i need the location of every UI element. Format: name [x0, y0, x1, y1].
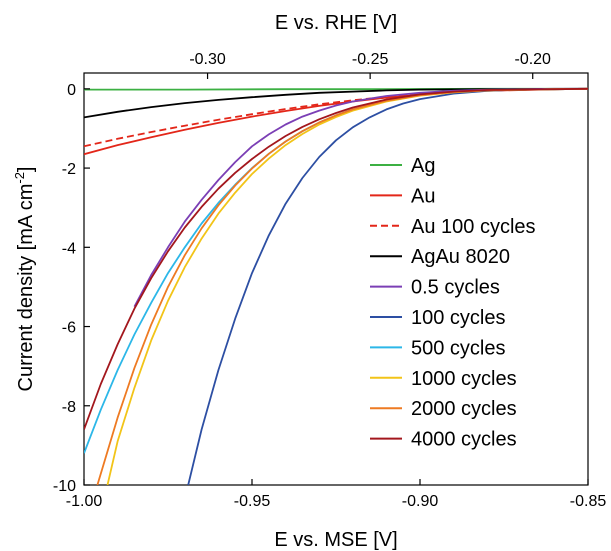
x-axis-title-bottom: E vs. MSE [V] — [274, 529, 397, 551]
legend-label-8: 2000 cycles — [411, 398, 517, 420]
y-tick-label: -10 — [53, 478, 76, 495]
series-line-7 — [106, 87, 588, 485]
legend-label-0: Ag — [411, 155, 435, 177]
series-line-1 — [84, 87, 588, 156]
x-axis-title-top: E vs. RHE [V] — [275, 12, 397, 34]
legend-label-4: 0.5 cycles — [411, 277, 500, 299]
y-tick-label: -6 — [62, 320, 76, 337]
y-axis-title: Current density [mA cm-2] — [12, 167, 37, 392]
legend-label-1: Au — [411, 185, 435, 207]
y-tick-label: -4 — [62, 240, 76, 257]
plot-frame — [83, 72, 589, 486]
series-line-8 — [96, 87, 588, 485]
y-axis-title-sup: -2 — [12, 172, 27, 184]
x-top-tick-label: -0.20 — [514, 51, 551, 68]
x-top-tick-label: -0.25 — [352, 51, 389, 68]
series-line-9 — [84, 87, 588, 430]
legend-label-6: 500 cycles — [411, 337, 506, 359]
y-tick-label: -2 — [62, 161, 76, 178]
legend-label-3: AgAu 8020 — [411, 246, 510, 268]
series-line-3 — [84, 87, 588, 119]
y-axis-title-main: Current density [mA cm — [15, 184, 37, 392]
y-axis-title-end: ] — [15, 167, 37, 173]
x-tick-label: -1.00 — [66, 493, 103, 510]
x-tick-label: -0.95 — [234, 493, 271, 510]
legend-label-7: 1000 cycles — [411, 368, 517, 390]
legend-label-2: Au 100 cycles — [411, 216, 536, 238]
y-tick-label: 0 — [67, 82, 76, 99]
x-top-tick-label: -0.30 — [189, 51, 226, 68]
x-tick-label: -0.85 — [570, 493, 607, 510]
legend-label-9: 4000 cycles — [411, 429, 517, 451]
series-line-4 — [133, 87, 588, 308]
y-tick-label: -8 — [62, 399, 76, 416]
legend-label-5: 100 cycles — [411, 307, 506, 329]
x-tick-label: -0.90 — [402, 493, 439, 510]
